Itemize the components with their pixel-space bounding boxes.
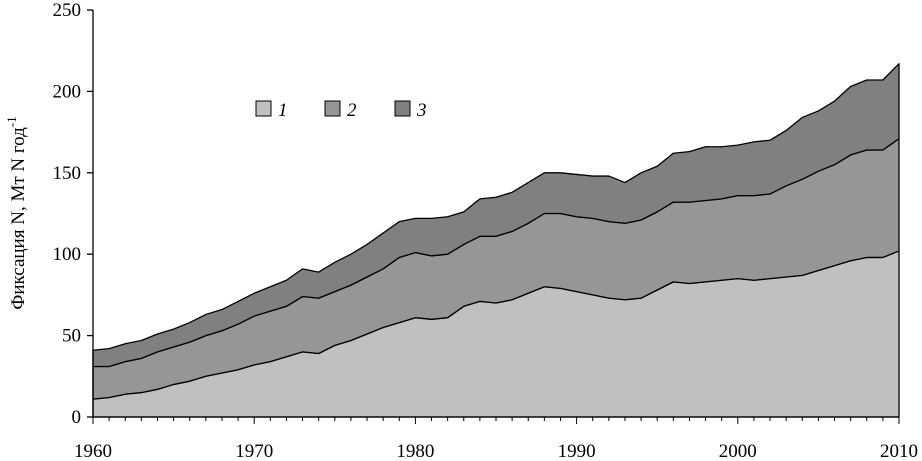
- y-tick-label: 50: [62, 326, 81, 347]
- y-axis-title: Фиксация N, Мт N год-1: [4, 116, 29, 309]
- y-tick-label: 150: [53, 163, 82, 184]
- legend-swatch-1: [255, 100, 272, 117]
- x-tick-label: 1970: [235, 441, 273, 461]
- y-tick-label: 250: [53, 0, 82, 21]
- y-tick-label: 0: [72, 407, 82, 428]
- x-tick-label: 2000: [719, 441, 757, 461]
- x-tick-label: 1960: [74, 441, 112, 461]
- area-layers: [92, 63, 900, 418]
- legend-swatch-2: [324, 100, 341, 117]
- x-tick-label: 1990: [558, 441, 596, 461]
- y-tick-label: 200: [53, 81, 82, 102]
- tick-labels: 0 50 100 150 200 250 1960 1970 1980 1990 2000 2010: [53, 0, 919, 461]
- legend-swatch-3: [394, 100, 411, 117]
- x-tick-label: 2010: [880, 441, 918, 461]
- axes: [87, 9, 900, 424]
- y-tick-label: 100: [53, 244, 82, 265]
- legend-label-2: 2: [347, 100, 357, 121]
- x-tick-label: 1980: [396, 441, 434, 461]
- area-series-3: [92, 63, 900, 368]
- legend: 1 2 3: [255, 100, 427, 121]
- legend-label-1: 1: [278, 100, 288, 121]
- legend-label-3: 3: [416, 100, 427, 121]
- y-axis-title-group: Фиксация N, Мт N год-1: [4, 116, 29, 309]
